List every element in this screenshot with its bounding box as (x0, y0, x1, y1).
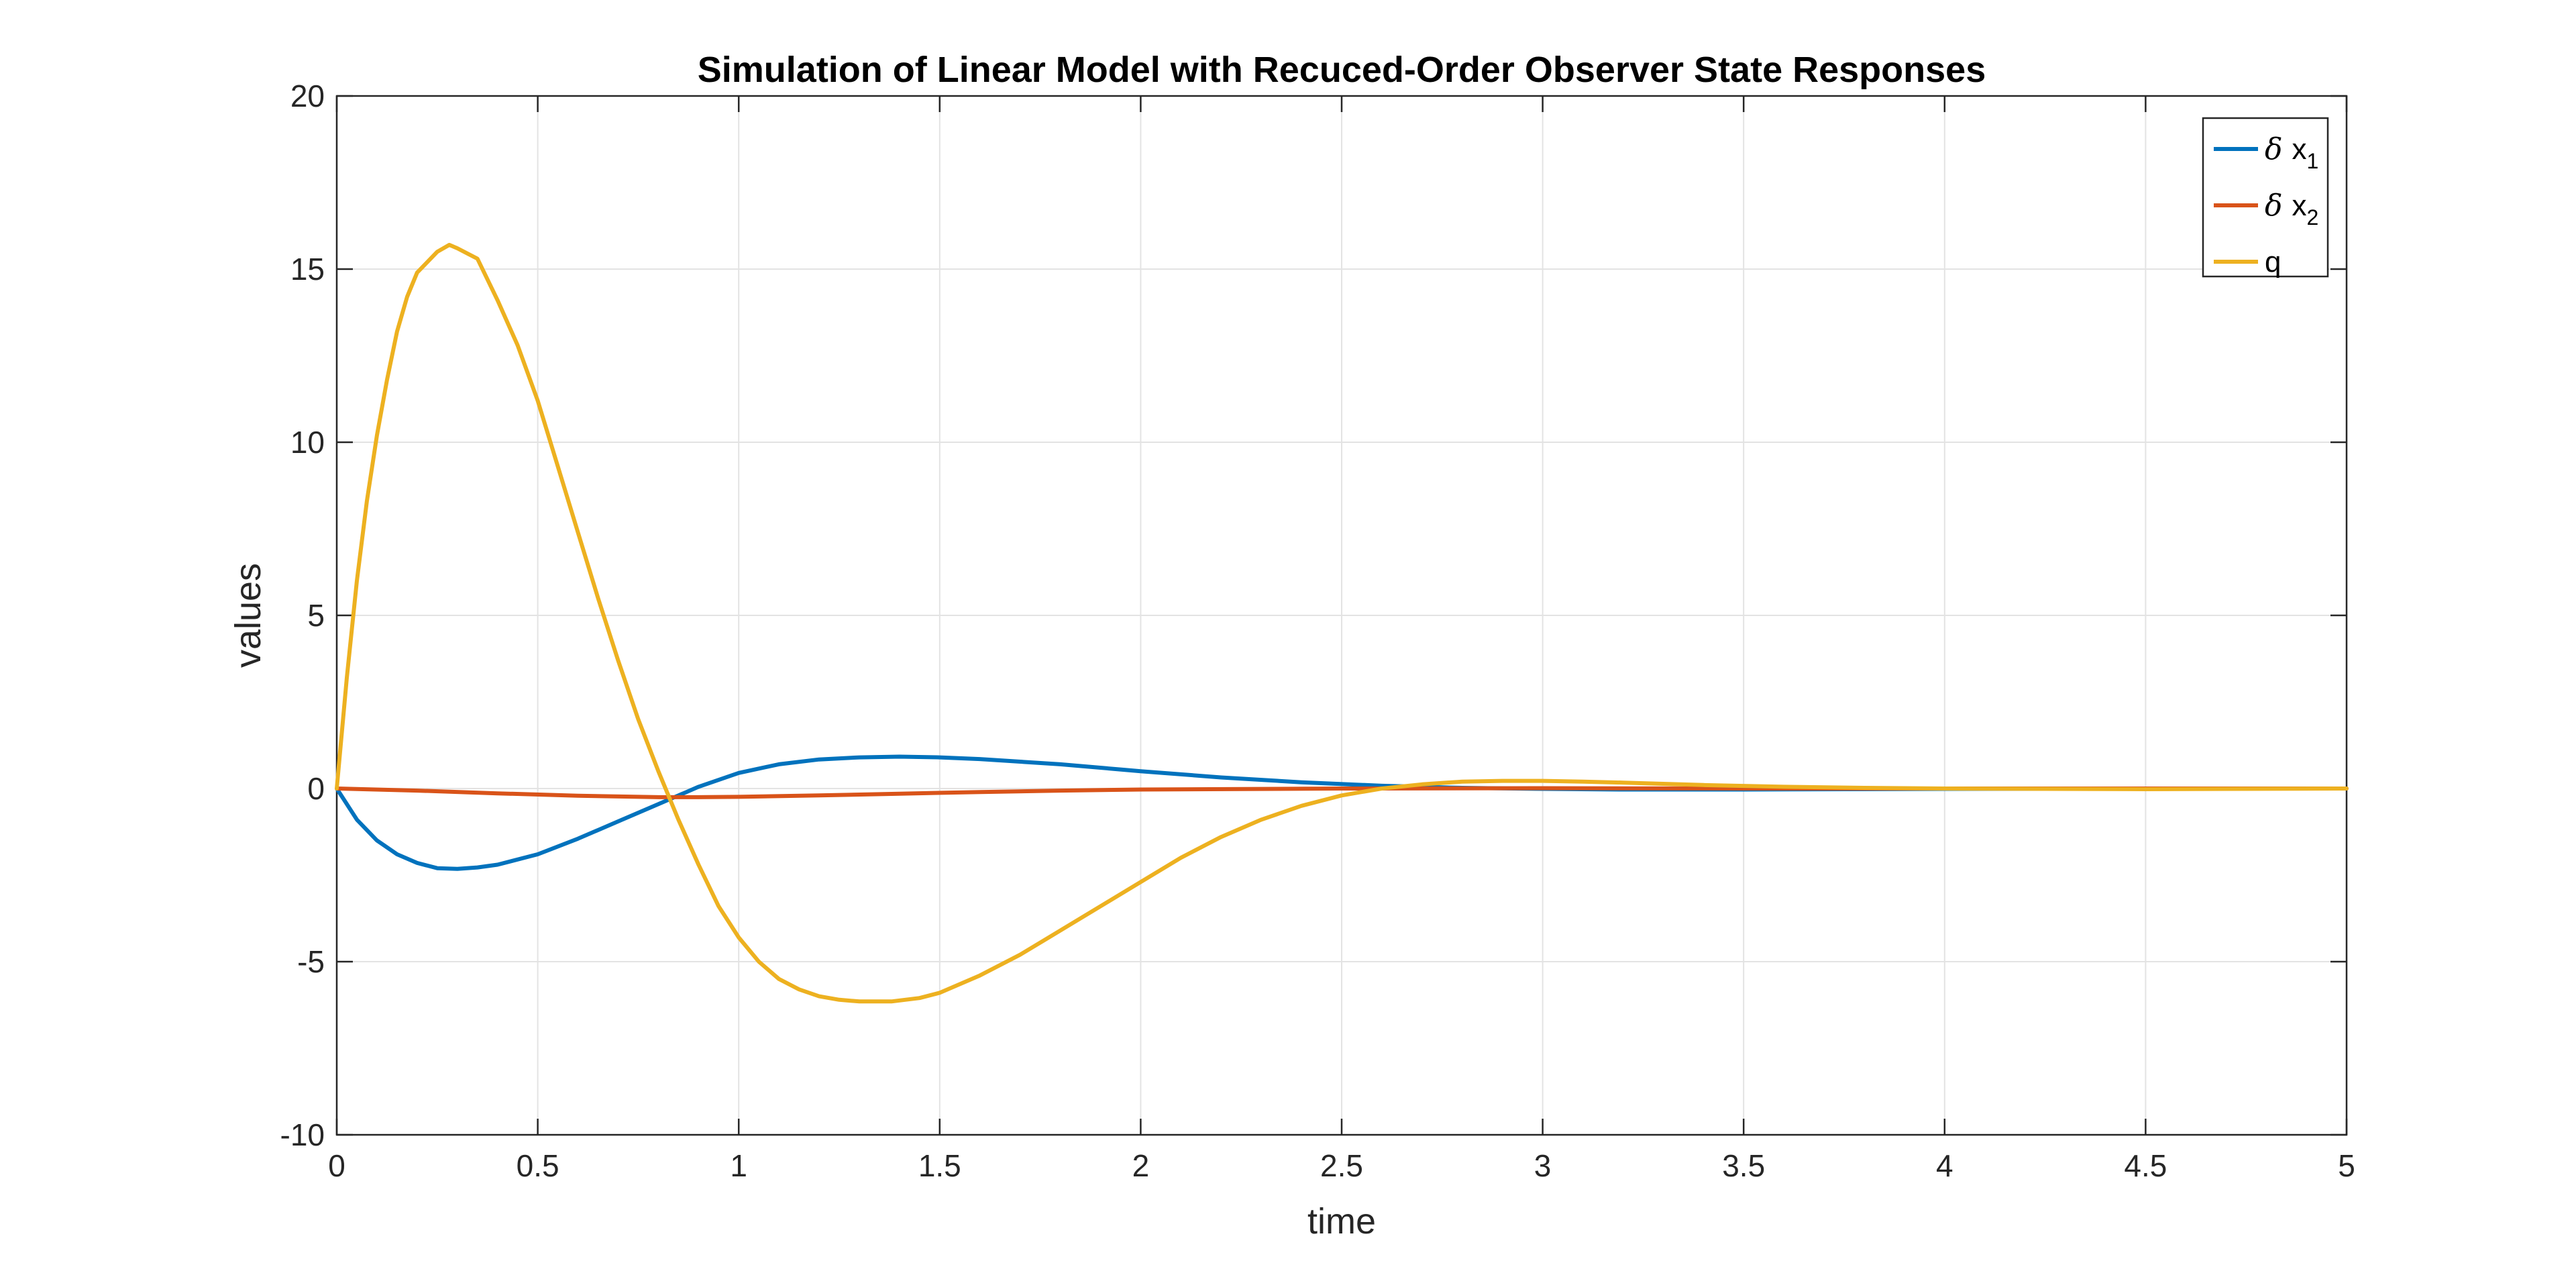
y-tick-label: -10 (280, 1117, 325, 1152)
legend-name: x (2292, 133, 2307, 166)
series-line-3 (335, 242, 2349, 1004)
x-tick-label: 2.5 (1320, 1148, 1363, 1183)
x-axis-label: time (1307, 1201, 1376, 1241)
x-tick-label: 1.5 (918, 1148, 961, 1183)
tick-labels: 0 0.5 1 1.5 2 2.5 3 3.5 4 4.5 5 -10 -5 0 5 10 15 20 (280, 79, 2355, 1183)
x-tick-label: 3.5 (1722, 1148, 1765, 1183)
legend-symbol: δ (2265, 132, 2283, 166)
x-tick-label: 3 (1534, 1148, 1552, 1183)
y-tick-label: 0 (307, 771, 325, 806)
y-tick-label: -5 (297, 944, 325, 979)
x-tick-label: 4.5 (2124, 1148, 2167, 1183)
legend-entry-3: q (2265, 246, 2281, 278)
x-tick-label: 2 (1132, 1148, 1150, 1183)
legend: δ x1δ x2q (2202, 117, 2329, 278)
legend-entry-1: δ x1 (2265, 132, 2318, 173)
x-tick-label: 0.5 (517, 1148, 559, 1183)
chart-title: Simulation of Linear Model with Recuced-… (698, 50, 1986, 90)
legend-name: x (2292, 189, 2307, 222)
x-tick-label: 5 (2338, 1148, 2355, 1183)
legend-symbol: δ (2265, 189, 2283, 223)
legend-name: q (2265, 246, 2281, 278)
x-tick-label: 1 (730, 1148, 747, 1183)
x-tick-label: 4 (1936, 1148, 1953, 1183)
x-tick-label: 0 (328, 1148, 345, 1183)
series-lines (335, 242, 2349, 1004)
y-tick-label: 5 (307, 598, 325, 633)
y-axis-label: values (228, 563, 268, 668)
legend-subscript: 2 (2307, 205, 2319, 230)
y-tick-label: 20 (290, 79, 325, 113)
legend-entry-2: δ x2 (2265, 189, 2318, 230)
legend-box (2202, 117, 2329, 278)
y-tick-label: 10 (290, 425, 325, 460)
y-tick-label: 15 (290, 252, 325, 287)
legend-subscript: 1 (2307, 149, 2319, 173)
